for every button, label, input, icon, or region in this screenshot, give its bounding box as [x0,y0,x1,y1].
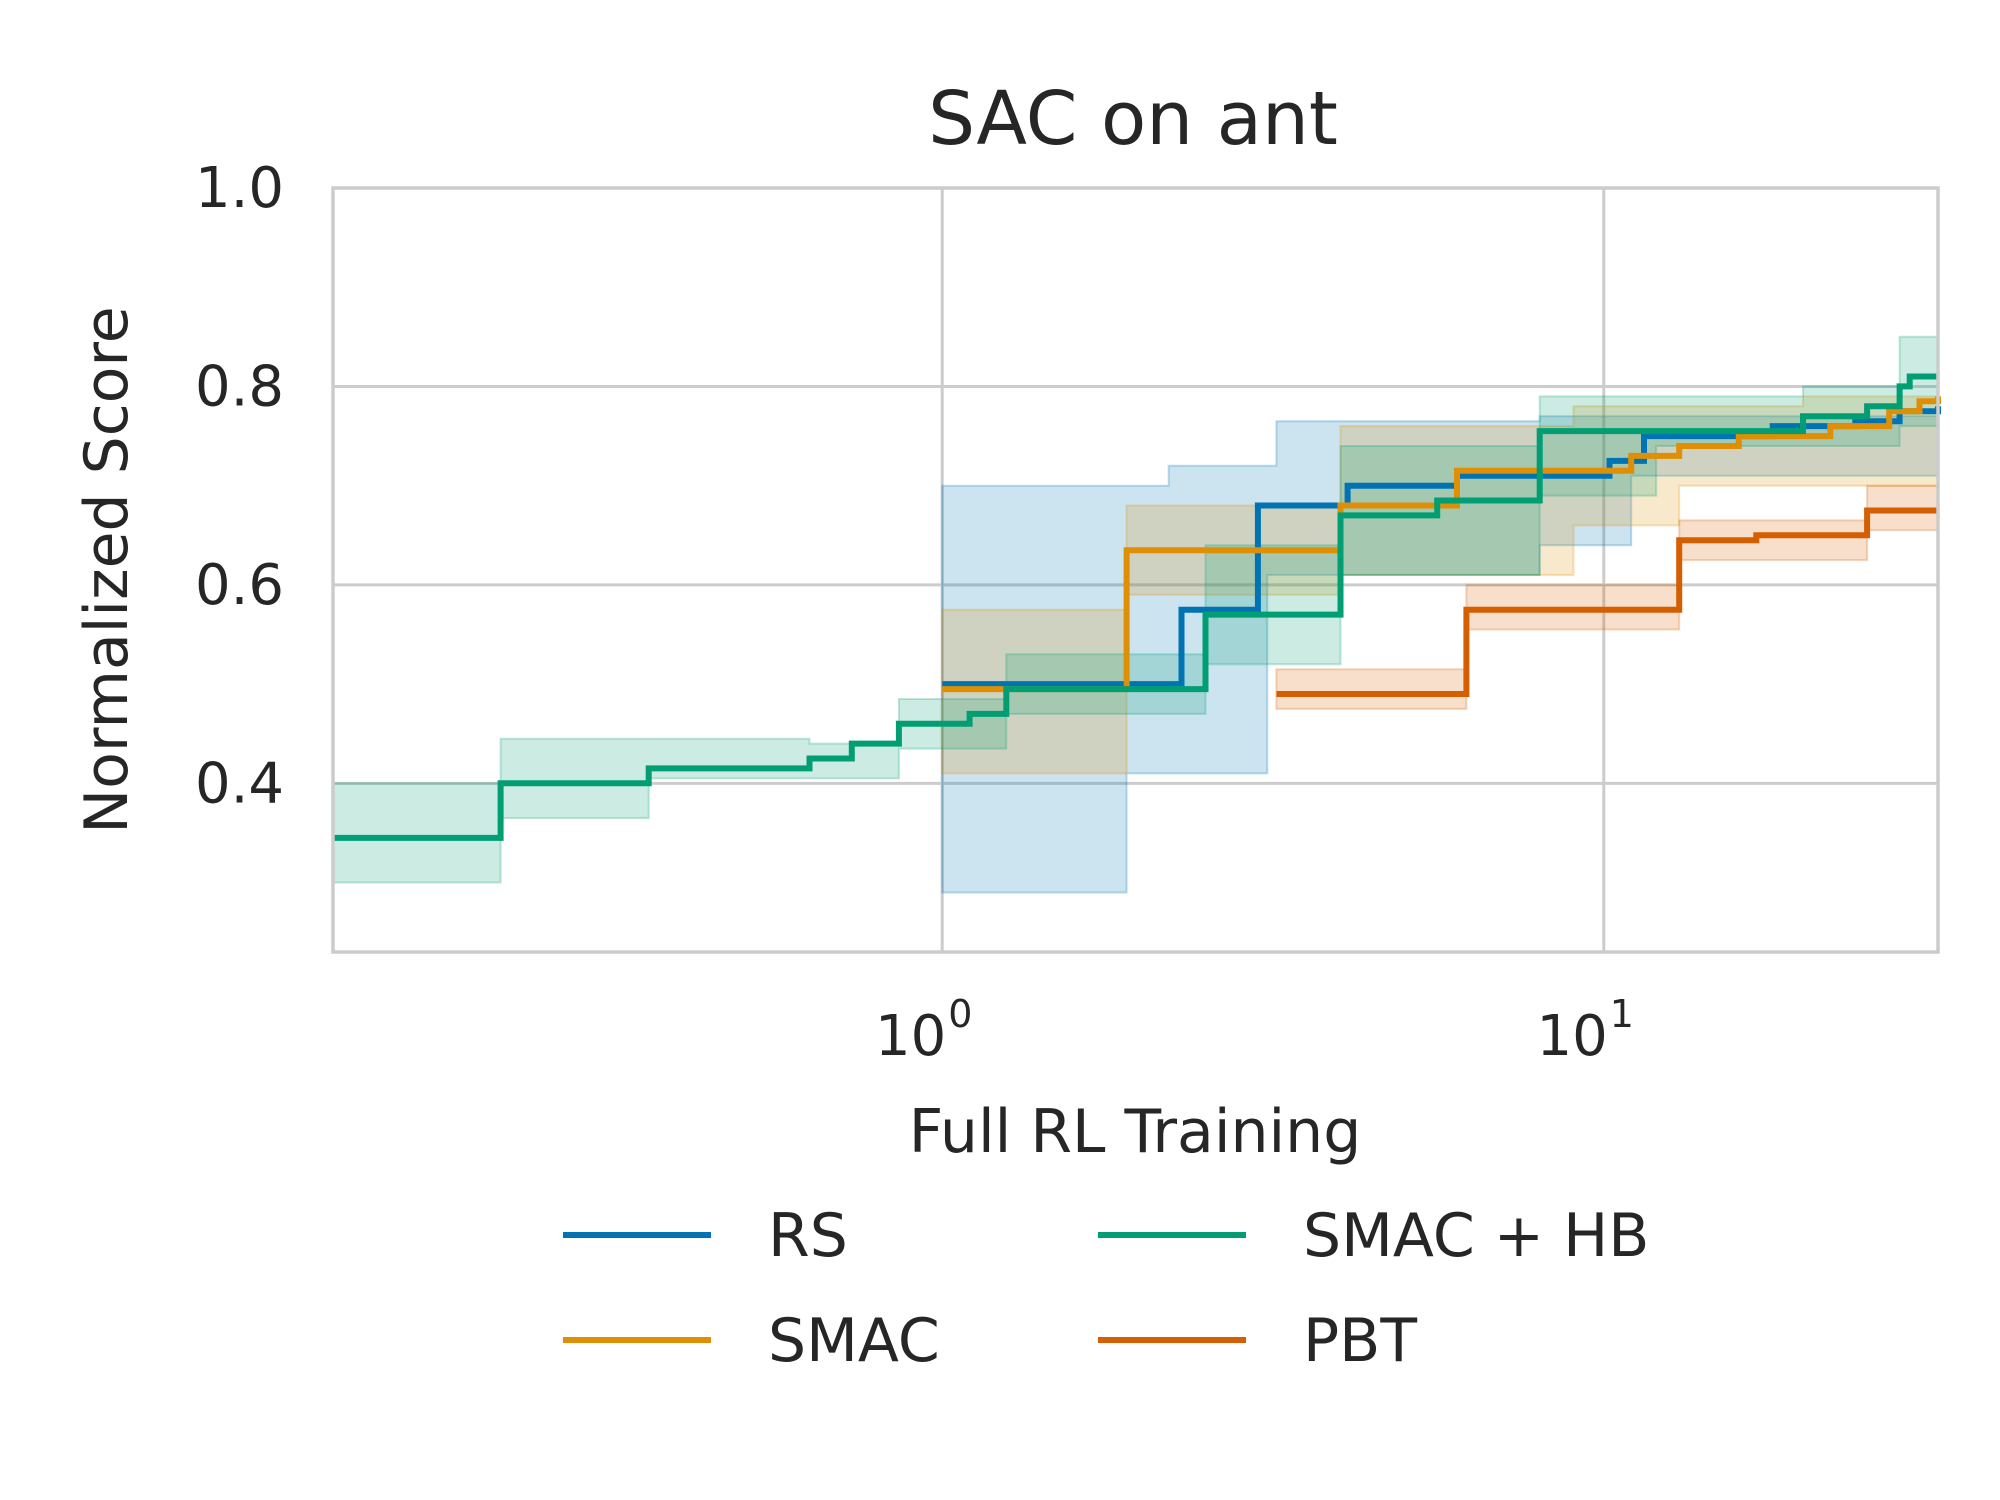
line-pbt [1276,507,1938,697]
legend-label-smac: SMAC [768,1306,940,1376]
legend-item-rs: RS [563,1201,848,1271]
x-tick-base-0: 10 [875,1004,946,1069]
chart-title: SAC on ant [928,76,1338,162]
line-rs [942,406,1941,688]
y-tick-label-3: 1.0 [195,156,284,221]
y-tick-label-0: 0.4 [195,751,284,816]
x-tick-label-0: 10 0 [875,992,972,1069]
y-axis-label: Normalized Score [72,306,142,833]
x-tick-exponent-1: 1 [1610,992,1634,1036]
x-tick-labels: 10 0 10 1 [875,992,1634,1069]
y-tick-label-1: 0.6 [195,553,284,618]
y-tick-label-2: 0.8 [195,354,284,419]
confidence-bands [332,326,1939,894]
legend-item-smac-hb: SMAC + HB [1098,1201,1649,1271]
legend-label-pbt: PBT [1303,1306,1417,1376]
x-tick-exponent-0: 0 [948,992,972,1036]
legend-label-rs: RS [768,1201,848,1271]
x-axis-label: Full RL Training [909,1097,1362,1167]
plot-frame [331,186,1940,954]
legend-item-smac: SMAC [563,1306,940,1376]
legend: RS SMAC SMAC + HB PBT [563,1201,1649,1376]
legend-item-pbt: PBT [1098,1306,1417,1376]
legend-label-smac-hb: SMAC + HB [1303,1201,1649,1271]
x-tick-label-1: 10 1 [1537,992,1634,1069]
series-lines [333,373,1941,841]
line-smac-hb [333,373,1938,841]
x-tick-base-1: 10 [1537,1004,1608,1069]
y-tick-labels: 0.4 0.6 0.8 1.0 [195,156,284,816]
